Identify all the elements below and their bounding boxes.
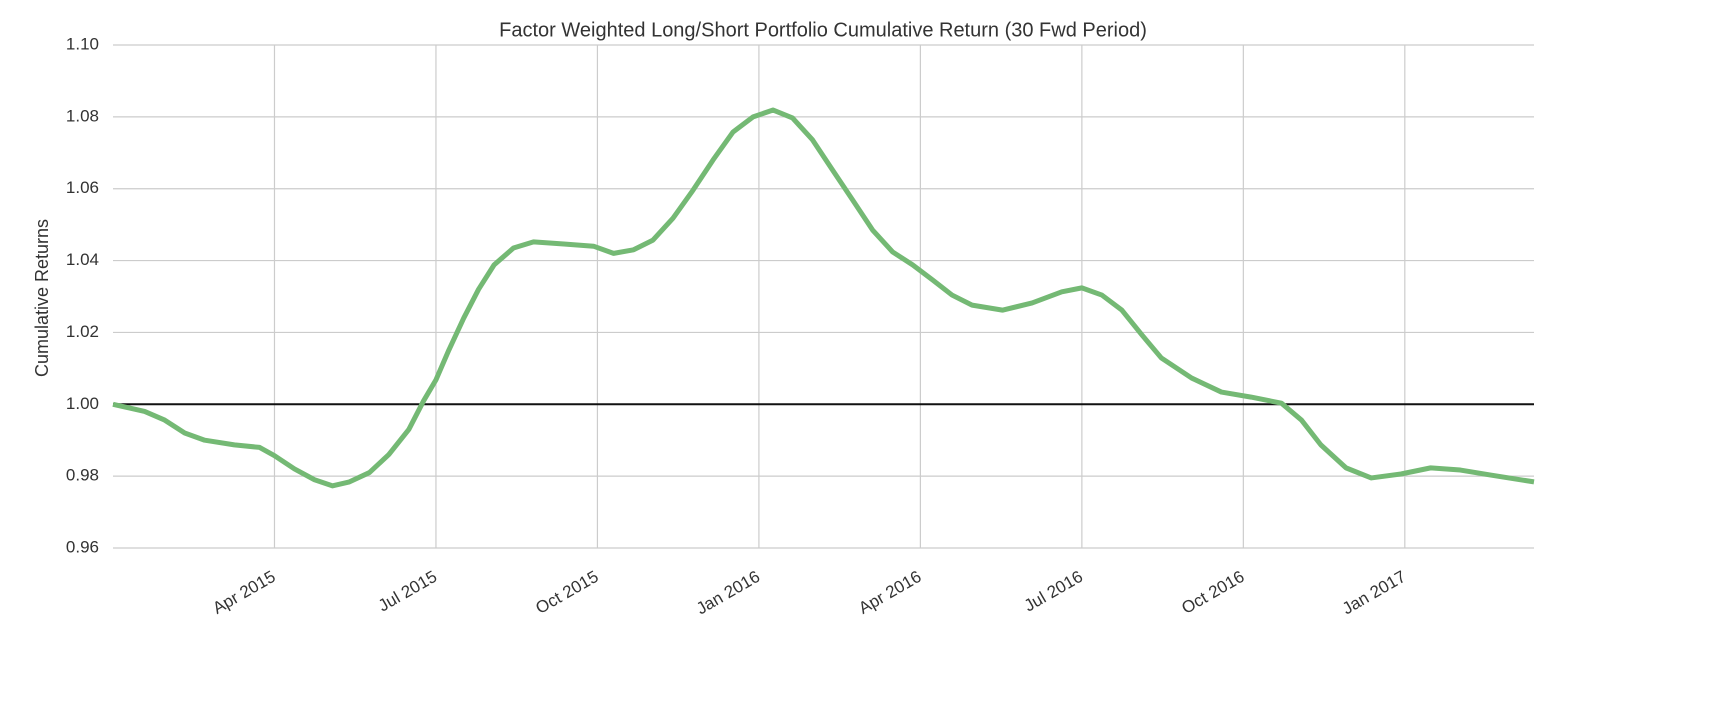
y-tick-label: 1.06 [66, 178, 99, 197]
y-tick-label: 1.04 [66, 250, 99, 269]
y-tick-label: 0.98 [66, 466, 99, 485]
x-tick-label: Jul 2016 [1021, 567, 1086, 616]
x-tick-label: Jan 2016 [693, 567, 763, 618]
y-tick-label: 1.02 [66, 322, 99, 341]
y-axis-label: Cumulative Returns [32, 219, 52, 377]
y-tick-label: 1.08 [66, 106, 99, 125]
x-tick-label: Apr 2016 [855, 567, 924, 618]
y-tick-label: 1.00 [66, 394, 99, 413]
series-line [112, 107, 1535, 489]
x-tick-label: Oct 2015 [532, 567, 601, 618]
y-tick-label: 1.10 [66, 34, 99, 53]
x-tick-label: Oct 2016 [1178, 567, 1247, 618]
x-tick-label: Apr 2015 [209, 567, 278, 618]
y-tick-label: 0.96 [66, 537, 99, 556]
x-tick-label: Jul 2015 [375, 567, 440, 616]
x-tick-label: Jan 2017 [1339, 567, 1409, 618]
chart-title: Factor Weighted Long/Short Portfolio Cum… [499, 19, 1147, 41]
